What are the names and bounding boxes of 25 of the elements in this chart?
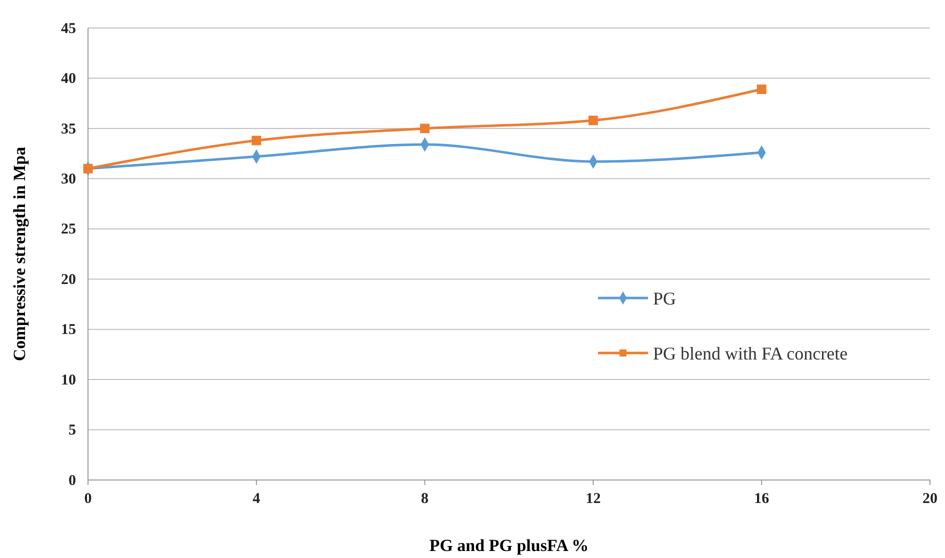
y-tick-label: 30 [61, 171, 76, 188]
y-tick-label: 10 [61, 372, 76, 388]
legend-label: PG [653, 288, 676, 308]
y-tick-label: 45 [61, 20, 76, 37]
x-tick-label: 0 [84, 491, 92, 507]
x-axis-title: PG and PG plusFA % [429, 536, 589, 555]
y-tick-label: 40 [61, 71, 76, 88]
x-tick-label: 16 [754, 491, 770, 507]
point [588, 116, 598, 126]
y-tick-label: 20 [61, 272, 76, 288]
x-tick-label: 20 [922, 491, 938, 507]
point [756, 84, 766, 94]
y-tick-label: 0 [68, 472, 76, 489]
point [252, 136, 262, 146]
x-tick-label: 8 [421, 491, 429, 507]
y-axis-title: Compressive strength in Mpa [10, 146, 29, 362]
y-tick-label: 35 [61, 121, 76, 138]
point [420, 124, 430, 134]
legend-label: PG blend with FA concrete [653, 343, 848, 364]
x-tick-label: 12 [586, 491, 601, 507]
x-tick-label: 4 [252, 491, 261, 507]
y-tick-label: 25 [61, 222, 76, 238]
point [83, 164, 93, 174]
y-tick-label: 5 [68, 422, 76, 439]
y-tick-label: 15 [61, 322, 76, 338]
